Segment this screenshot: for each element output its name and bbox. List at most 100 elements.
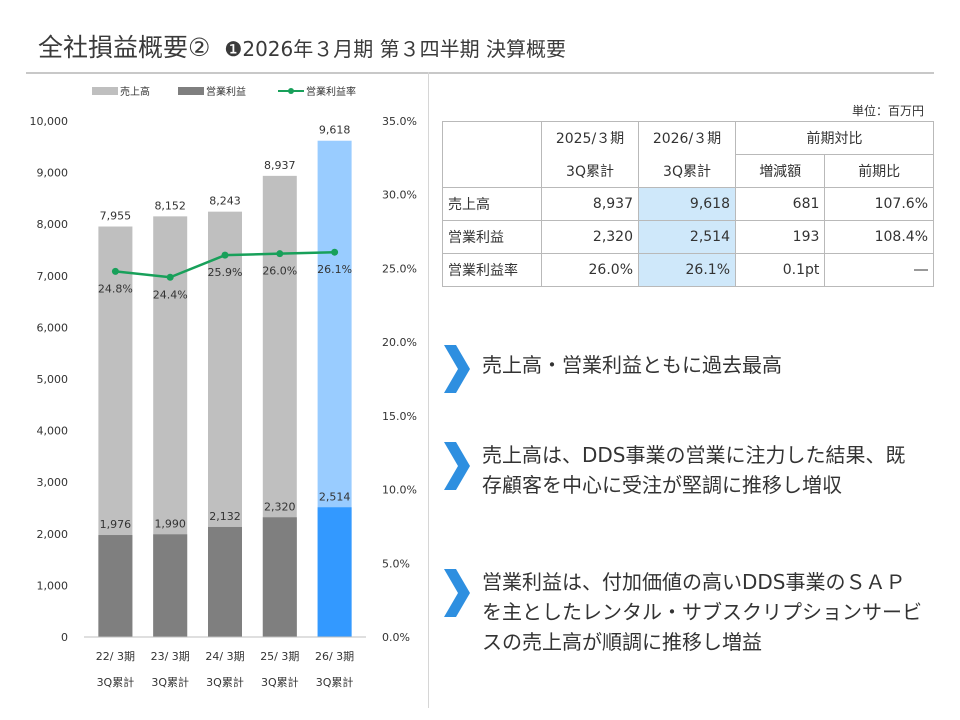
data-label-operating-margin: 24.4%	[153, 288, 188, 301]
y-axis-tick-label: 10,000	[30, 115, 69, 128]
header-prev-period: 2025/３期	[541, 121, 639, 155]
x-axis-tick-label: 25/ 3期	[260, 650, 299, 663]
y-axis-tick-label: 3,000	[37, 476, 69, 489]
cell-ratio: 108.4%	[824, 220, 934, 254]
bar-operating-profit	[262, 517, 297, 637]
y-axis-tick-label: 8,000	[37, 218, 69, 231]
bullet-arrow-icon	[444, 442, 470, 490]
data-label-operating-margin: 26.1%	[317, 263, 352, 276]
bar-operating-profit	[153, 534, 188, 637]
bullet-text: 売上高は、DDS事業の営業に注力した結果、既存顧客を中心に受注が堅調に推移し増収	[482, 443, 906, 497]
bar-operating-profit	[317, 507, 352, 637]
data-label-operating-profit: 2,132	[209, 510, 241, 523]
y-axis-tick-label: 2,000	[37, 528, 69, 541]
cell-ratio: ―	[824, 253, 934, 287]
table-row-sales: 売上高 8,937 9,618 681 107.6%	[442, 187, 934, 221]
page-title-area: 全社損益概要② ❶2026年３月期 第３四半期 決算概要	[38, 28, 566, 64]
data-label-operating-margin: 25.9%	[208, 266, 243, 279]
header-ratio: 前期比	[824, 154, 934, 188]
cell-change: 193	[734, 220, 826, 254]
page-subtitle: ❶2026年３月期 第３四半期 決算概要	[224, 37, 566, 61]
x-axis-tick-sublabel: 3Q累計	[206, 675, 244, 689]
data-label-operating-margin: 26.0%	[262, 265, 297, 278]
cell-curr: 9,618	[638, 187, 736, 221]
data-label-sales: 8,243	[209, 195, 241, 208]
legend-swatch	[178, 87, 204, 95]
y2-axis-tick-label: 15.0%	[382, 410, 417, 423]
data-label-operating-margin: 24.8%	[98, 282, 133, 295]
data-point-operating-margin	[221, 251, 229, 259]
data-label-operating-profit: 2,320	[264, 500, 296, 513]
data-label-operating-profit: 2,514	[319, 490, 351, 503]
cell-change: 681	[734, 187, 826, 221]
cell-ratio: 107.6%	[824, 187, 934, 221]
table-corner-cell	[442, 121, 542, 188]
data-label-sales: 7,955	[100, 210, 132, 223]
header-prev-cumulative: 3Q累計	[541, 154, 639, 188]
data-label-sales: 9,618	[319, 124, 351, 137]
table-row-operating-profit: 営業利益 2,320 2,514 193 108.4%	[442, 220, 934, 254]
header-curr-cumulative: 3Q累計	[638, 154, 736, 188]
data-point-operating-margin	[276, 250, 284, 258]
cell-change: 0.1pt	[734, 253, 826, 287]
table-row-operating-margin: 営業利益率 26.0% 26.1% 0.1pt ―	[442, 253, 934, 287]
x-axis-tick-label: 26/ 3期	[315, 650, 354, 663]
header-yoy-group: 前期対比	[735, 121, 934, 155]
column-divider	[428, 72, 429, 708]
y2-axis-tick-label: 10.0%	[382, 484, 417, 497]
bullet-arrow-icon	[444, 569, 470, 617]
row-label: 売上高	[442, 187, 542, 221]
data-label-operating-profit: 1,990	[154, 517, 186, 530]
y-axis-tick-label: 4,000	[37, 425, 69, 438]
bullet-item: 売上高・営業利益ともに過去最高	[444, 343, 914, 393]
y2-axis-tick-label: 35.0%	[382, 115, 417, 128]
header-curr-period: 2026/３期	[638, 121, 736, 155]
bar-operating-profit	[208, 526, 242, 637]
header-change: 増減額	[734, 154, 826, 188]
page-title: 全社損益概要②	[38, 33, 211, 62]
x-axis-tick-label: 24/ 3期	[205, 650, 244, 663]
y2-axis-tick-label: 5.0%	[382, 557, 410, 570]
bullet-item: 営業利益は、付加価値の高いDDS事業のＳＡＰを主としたレンタル・サブスクリプショ…	[444, 567, 922, 692]
bullet-text: 売上高・営業利益ともに過去最高	[482, 353, 782, 377]
data-label-sales: 8,937	[264, 159, 296, 172]
row-label: 営業利益	[442, 220, 542, 254]
y-axis-tick-label: 7,000	[37, 270, 69, 283]
data-label-operating-profit: 1,976	[100, 518, 132, 531]
data-point-operating-margin	[331, 248, 339, 256]
y2-axis-tick-label: 30.0%	[382, 189, 417, 202]
bar-operating-profit	[98, 535, 133, 637]
row-label: 営業利益率	[442, 253, 542, 287]
performance-chart: 売上高 営業利益 営業利益率 0 1,000 2,000 3,000 4,000 5,000 6,…	[30, 85, 417, 689]
bullet-item: 売上高は、DDS事業の営業に注力した結果、既存顧客を中心に受注が堅調に推移し増収	[444, 440, 914, 535]
cell-curr: 2,514	[638, 220, 736, 254]
table-header-row: 2025/３期 2026/３期 前期対比	[442, 121, 934, 188]
data-point-operating-margin	[166, 273, 174, 281]
bullet-text: 営業利益は、付加価値の高いDDS事業のＳＡＰを主としたレンタル・サブスクリプショ…	[482, 570, 922, 654]
title-divider	[26, 72, 934, 74]
data-point-operating-margin	[111, 267, 119, 275]
legend-label: 営業利益率	[306, 85, 356, 98]
legend-swatch-marker	[288, 88, 294, 94]
y2-axis-tick-label: 0.0%	[382, 631, 410, 644]
cell-prev: 8,937	[541, 187, 639, 221]
y-axis-tick-label: 6,000	[37, 321, 69, 334]
x-axis-tick-sublabel: 3Q累計	[97, 675, 135, 689]
y-axis-tick-label: 5,000	[37, 373, 69, 386]
data-label-sales: 8,152	[154, 199, 186, 212]
table-subheader-row: 3Q累計 3Q累計 増減額 前期比	[443, 154, 934, 188]
y-axis-tick-label: 1,000	[37, 579, 69, 592]
unit-label: 単位：百万円	[851, 104, 924, 118]
y2-axis-tick-label: 20.0%	[382, 336, 417, 349]
x-axis-tick-sublabel: 3Q累計	[151, 675, 189, 689]
summary-table: 2025/３期 2026/３期 前期対比 3Q累計 3Q累計 増減額 前期比 売…	[442, 121, 934, 287]
legend-label: 売上高	[120, 85, 150, 98]
cell-curr: 26.1%	[638, 253, 736, 287]
y-axis-tick-label: 0	[61, 631, 68, 644]
x-axis-tick-sublabel: 3Q累計	[316, 675, 354, 689]
x-axis-tick-label: 22/ 3期	[96, 650, 135, 663]
cell-prev: 26.0%	[541, 253, 639, 287]
y2-axis-tick-label: 25.0%	[382, 262, 417, 275]
legend-swatch	[92, 87, 118, 95]
bullet-arrow-icon	[444, 345, 470, 393]
